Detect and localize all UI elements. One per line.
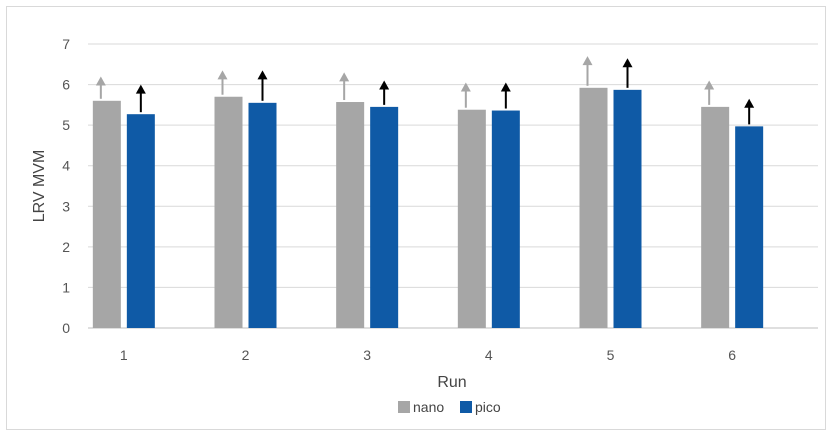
- arrow-head-nano-run-2: [217, 70, 228, 80]
- y-tick-label: 2: [62, 239, 70, 255]
- y-tick-label: 7: [62, 36, 70, 52]
- x-axis-ticks: 1 2 3 4 5 6: [120, 347, 736, 363]
- legend-swatch-nano: [398, 401, 410, 413]
- arrow-head-pico-run-6: [744, 98, 755, 108]
- x-tick-label: 4: [485, 347, 493, 363]
- y-axis-ticks: 0 1 2 3 4 5 6 7: [62, 36, 70, 336]
- arrow-head-nano-run-5: [582, 56, 593, 66]
- arrow-head-pico-run-5: [622, 58, 633, 68]
- x-tick-label: 6: [728, 347, 736, 363]
- bar-pico-run-3: [370, 106, 399, 328]
- arrow-head-nano-run-4: [460, 82, 471, 92]
- arrow-head-nano-run-3: [339, 72, 350, 82]
- bar-nano-run-2: [214, 96, 243, 328]
- x-tick-label: 5: [607, 347, 615, 363]
- bar-nano-run-1: [92, 100, 121, 328]
- y-tick-label: 6: [62, 77, 70, 93]
- y-tick-label: 4: [62, 158, 70, 174]
- arrow-head-pico-run-3: [379, 80, 390, 90]
- bar-pico-run-6: [735, 126, 764, 328]
- arrow-head-pico-run-4: [500, 82, 511, 92]
- legend: nano pico: [398, 399, 501, 415]
- bar-nano-run-6: [701, 106, 730, 328]
- legend-label-pico: pico: [475, 399, 501, 415]
- arrows: [95, 56, 755, 125]
- y-tick-label: 3: [62, 198, 70, 214]
- bars: [92, 87, 764, 329]
- arrow-head-nano-run-6: [704, 80, 715, 90]
- x-axis-title: Run: [437, 374, 466, 391]
- arrow-head-pico-run-1: [135, 84, 146, 94]
- y-tick-label: 1: [62, 279, 70, 295]
- x-tick-label: 3: [363, 347, 371, 363]
- bar-pico-run-4: [491, 110, 520, 328]
- arrow-head-nano-run-1: [95, 76, 106, 86]
- legend-swatch-pico: [460, 401, 472, 413]
- arrow-head-pico-run-2: [257, 70, 268, 80]
- gridlines: [88, 43, 818, 329]
- y-axis-title: LRV MVM: [31, 150, 48, 223]
- y-tick-label: 0: [62, 320, 70, 336]
- bar-nano-run-5: [579, 87, 608, 329]
- bar-nano-run-4: [457, 109, 486, 329]
- legend-label-nano: nano: [413, 399, 444, 415]
- x-tick-label: 2: [242, 347, 250, 363]
- bar-nano-run-3: [336, 102, 365, 328]
- bar-pico-run-1: [126, 114, 155, 328]
- bar-pico-run-2: [248, 102, 277, 328]
- bar-pico-run-5: [613, 89, 642, 329]
- y-tick-label: 5: [62, 117, 70, 133]
- x-tick-label: 1: [120, 347, 128, 363]
